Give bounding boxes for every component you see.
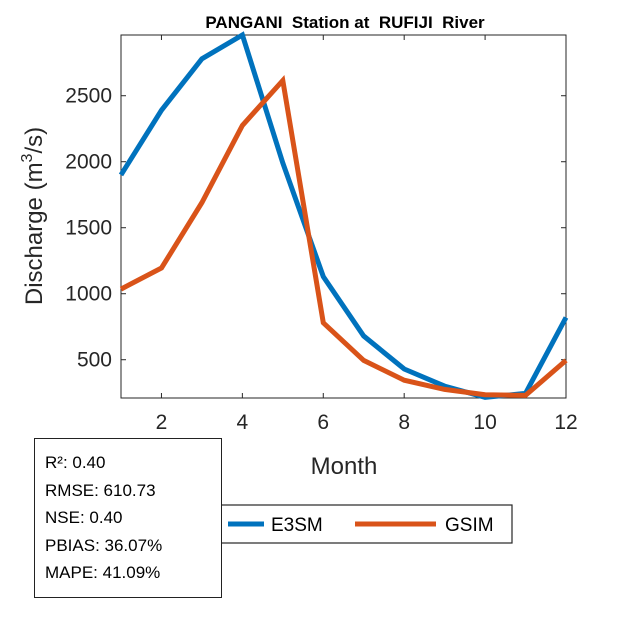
x-tick-label: 6 xyxy=(317,411,329,434)
x-tick-label: 2 xyxy=(156,411,168,434)
stat-r2: R²: 0.40 xyxy=(45,453,106,472)
stat-nse: NSE: 0.40 xyxy=(45,508,123,527)
x-tick-label: 12 xyxy=(554,411,577,434)
y-axis-label-main: Discharge (m xyxy=(21,162,48,305)
legend-label-gsim: GSIM xyxy=(445,515,494,536)
stat-mape: MAPE: 41.09% xyxy=(45,563,161,582)
legend: E3SM GSIM xyxy=(217,504,513,544)
y-axis-label-end: /s) xyxy=(21,127,48,154)
y-tick-label: 2500 xyxy=(65,85,112,108)
y-tick-label: 1500 xyxy=(65,217,112,240)
axis-tick-labels: 2 4 6 8 10 12 500 1000 1500 2000 2500 xyxy=(65,85,577,434)
chart-title: PANGANI Station at RUFIJI River xyxy=(205,13,485,32)
x-tick-label: 10 xyxy=(473,411,496,434)
series-line-gsim xyxy=(119,74,568,398)
y-axis-label-superscript: 3 xyxy=(19,153,36,162)
stat-pbias: PBIAS: 36.07% xyxy=(45,535,163,555)
x-tick-label: 8 xyxy=(398,411,410,434)
statistics-box: R²: 0.40 RMSE: 610.73 NSE: 0.40 PBIAS: 3… xyxy=(34,438,222,598)
legend-label-e3sm: E3SM xyxy=(271,515,323,536)
series-lines xyxy=(118,31,569,400)
y-tick-label: 1000 xyxy=(65,283,112,306)
x-axis-label: Month xyxy=(311,453,378,480)
y-axis-label: Discharge (m3/s) xyxy=(19,127,48,305)
stat-rmse: RMSE: 610.73 xyxy=(45,480,156,500)
y-tick-label: 500 xyxy=(77,349,112,372)
y-tick-label: 2000 xyxy=(65,151,112,174)
x-tick-label: 4 xyxy=(237,411,249,434)
